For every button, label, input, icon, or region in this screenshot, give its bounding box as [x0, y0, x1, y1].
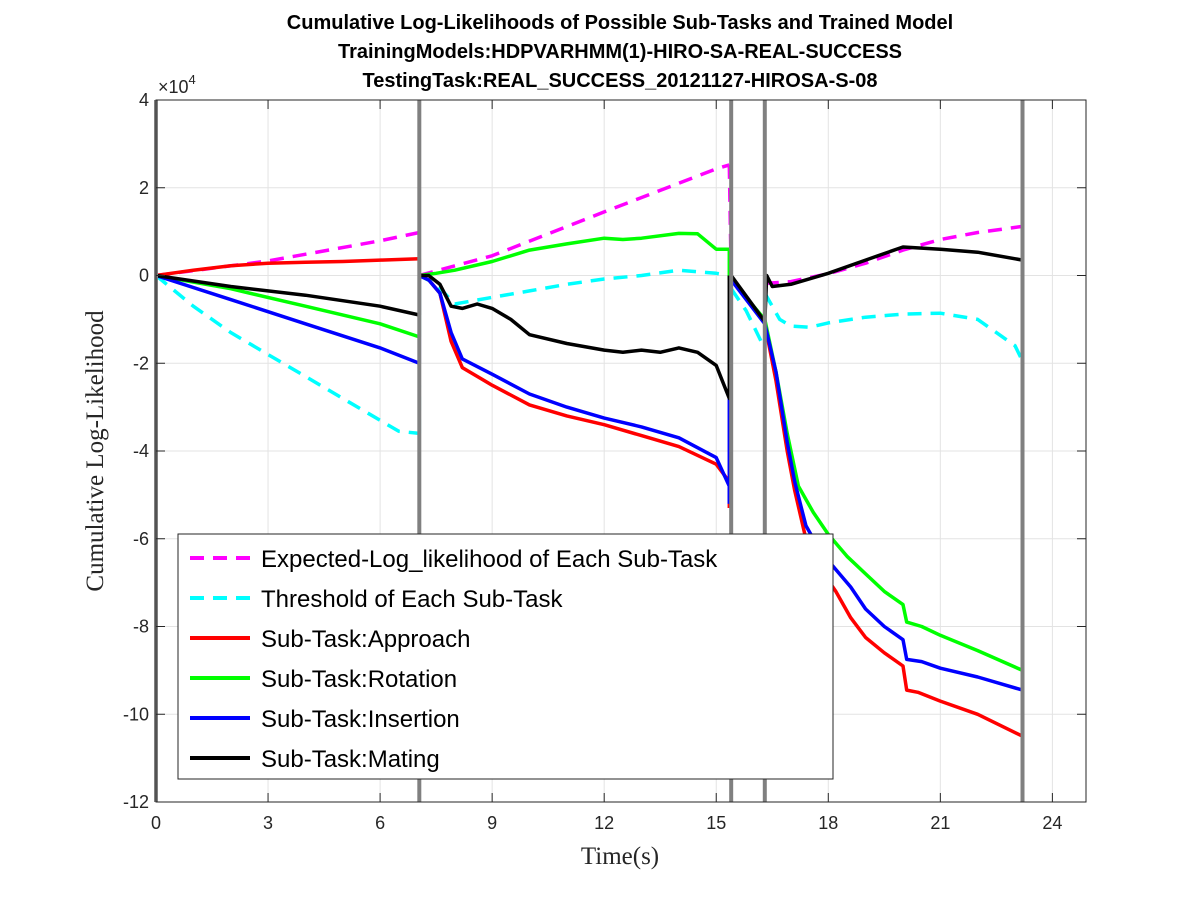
title-line-3: TestingTask:REAL_SUCCESS_20121127-HIROSA…: [363, 70, 878, 92]
x-axis-title: Time(s): [581, 843, 659, 870]
legend-label: Sub-Task:Insertion: [261, 706, 460, 733]
series-line: [729, 278, 1023, 692]
legend-label: Expected-Log_likelihood of Each Sub-Task: [261, 546, 718, 573]
y-tick-label: 0: [139, 266, 149, 286]
x-tick-label: 9: [487, 813, 497, 833]
y-tick-label: -12: [123, 792, 149, 812]
series-line: [154, 274, 420, 436]
y-axis-title: Cumulative Log-Likelihood: [82, 310, 109, 592]
legend-label: Sub-Task:Mating: [261, 746, 440, 773]
legend-label: Threshold of Each Sub-Task: [261, 586, 563, 613]
series-line: [155, 273, 420, 365]
x-tick-label: 18: [818, 813, 838, 833]
title-line-2: TrainingModels:HDPVARHMM(1)-HIRO-SA-REAL…: [338, 41, 902, 63]
y-tick-label: -10: [123, 704, 149, 724]
legend-label: Sub-Task:Rotation: [261, 666, 457, 693]
x-tick-label: 12: [594, 813, 614, 833]
series-line: [417, 273, 732, 401]
y-tick-label: -2: [133, 353, 149, 373]
title-line-1: Cumulative Log-Likelihoods of Possible S…: [287, 12, 953, 34]
y-exponent-label: ×104: [158, 72, 196, 97]
x-tick-label: 0: [151, 813, 161, 833]
x-tick-label: 6: [375, 813, 385, 833]
legend-label: Sub-Task:Approach: [261, 626, 470, 653]
series-line: [155, 273, 420, 317]
y-tick-label: 4: [139, 90, 149, 110]
legend-box: [177, 533, 834, 780]
series-line: [418, 163, 730, 278]
legend: Expected-Log_likelihood of Each Sub-Task…: [177, 533, 834, 780]
x-tick-label: 3: [263, 813, 273, 833]
x-tick-label: 15: [706, 813, 726, 833]
y-tick-label: 2: [139, 178, 149, 198]
series-line: [764, 224, 1023, 286]
x-tick-label: 21: [930, 813, 950, 833]
series-line: [418, 268, 730, 306]
series-line: [763, 292, 1025, 362]
series-line: [729, 287, 763, 343]
y-tick-label: -8: [133, 617, 149, 637]
x-tick-label: 24: [1042, 813, 1062, 833]
series-line: [417, 273, 732, 504]
series-line: [417, 231, 730, 337]
chart-title: Cumulative Log-Likelihoods of Possible S…: [287, 12, 953, 92]
y-tick-label: -4: [133, 441, 149, 461]
y-tick-label: -6: [133, 529, 149, 549]
series-line: [155, 257, 420, 278]
